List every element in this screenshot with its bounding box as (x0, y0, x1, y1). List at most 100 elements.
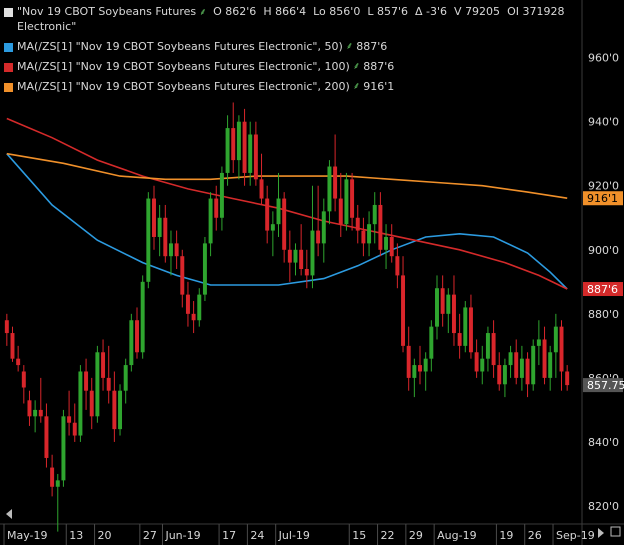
candle-body (152, 198, 156, 237)
candle-body (4, 320, 9, 334)
candle-body (276, 198, 281, 225)
candle-body (531, 345, 536, 385)
candle-body (406, 345, 411, 378)
candle-body (72, 422, 77, 436)
x-tick-label: 17 (222, 529, 236, 542)
y-tick-label: 820'0 (588, 500, 619, 513)
price-tag-label: 887'6 (587, 283, 618, 296)
candle-body (553, 326, 558, 353)
x-tick-label: Aug-19 (437, 529, 476, 542)
legend-main-text[interactable]: "Nov 19 CBOT Soybeans Futures ⸙ O 862'6 H… (17, 5, 564, 34)
candle-body (316, 230, 321, 244)
candle-body (299, 249, 304, 270)
legend-low: 856'0 (329, 5, 361, 18)
legend-volume: 79205 (465, 5, 501, 18)
legend-volume-label: V (454, 5, 462, 18)
expand-icon[interactable] (610, 526, 621, 537)
candle-body (548, 352, 553, 378)
scroll-left-icon[interactable] (6, 509, 12, 519)
candle-body (344, 179, 349, 225)
legend-last-label: L (367, 5, 374, 18)
candle-body (168, 243, 173, 257)
ma-line (6, 117, 568, 290)
legend-ma-row-1[interactable]: MA(/ZS[1] "Nov 19 CBOT Soybeans Futures … (4, 37, 564, 57)
candle-body (248, 134, 253, 173)
candle-body (67, 416, 72, 423)
legend-last: 857'6 (376, 5, 408, 18)
candle-body (253, 134, 258, 180)
candle-body (446, 294, 451, 314)
candle-body (304, 269, 309, 276)
wrench-icon[interactable]: ⸙ (345, 41, 354, 52)
x-tick-label: Sep-19 (556, 529, 595, 542)
candle-body (123, 365, 128, 391)
candle-body (468, 307, 473, 353)
candle-body (33, 409, 38, 417)
legend-main-row: "Nov 19 CBOT Soybeans Futures ⸙ O 862'6 H… (4, 5, 564, 34)
wrench-icon[interactable]: ⸙ (352, 61, 361, 72)
wrench-icon[interactable]: ⸙ (352, 81, 361, 92)
candle-body (384, 236, 389, 250)
legend-ma-value: 887'6 (356, 40, 388, 53)
x-tick-label: 15 (352, 529, 366, 542)
candle-body (451, 294, 456, 334)
price-tag-label: 857.75 (587, 379, 624, 392)
candle-body (44, 416, 49, 458)
candle-body (565, 371, 570, 386)
x-tick-label: 20 (98, 529, 112, 542)
legend-change-label: Δ (415, 5, 423, 18)
candle-body (16, 358, 21, 366)
candle-body (78, 371, 83, 436)
y-tick-label: 920'0 (588, 180, 619, 193)
candle-body (418, 365, 422, 372)
legend-ma-swatch (4, 62, 13, 72)
candle-body (372, 204, 377, 225)
legend-ma-row-3[interactable]: MA(/ZS[1] "Nov 19 CBOT Soybeans Futures … (4, 77, 564, 97)
candle-body (350, 179, 355, 218)
candle-body (265, 198, 270, 231)
candle-body (231, 128, 236, 161)
candle-body (401, 275, 406, 346)
legend-open-label: O (213, 5, 222, 18)
candle-body (112, 390, 117, 430)
candle-body (174, 243, 179, 257)
candle-body (27, 400, 32, 417)
legend-oi: 371928 (522, 5, 565, 18)
candle-body (61, 416, 66, 481)
candle-body (474, 352, 479, 372)
candle-body (480, 358, 485, 372)
x-tick-label: 27 (143, 529, 157, 542)
candle-body (180, 256, 185, 295)
candle-body (106, 377, 111, 391)
x-tick-label: Jul-19 (278, 529, 310, 542)
legend-oi-label: OI (507, 5, 519, 18)
legend-ma-value: 887'6 (363, 60, 395, 73)
candle-body (101, 352, 106, 378)
y-tick-label: 840'0 (588, 436, 619, 449)
y-tick-label: 900'0 (588, 244, 619, 257)
legend-ma-row-2[interactable]: MA(/ZS[1] "Nov 19 CBOT Soybeans Futures … (4, 57, 564, 77)
candle-body (214, 198, 219, 218)
candle-body (361, 230, 366, 244)
candle-body (84, 371, 89, 391)
legend-ma-label: MA(/ZS[1] "Nov 19 CBOT Soybeans Futures … (17, 40, 343, 53)
candle-body (559, 326, 564, 372)
candle-body (293, 249, 298, 263)
chart-legend: "Nov 19 CBOT Soybeans Futures ⸙ O 862'6 H… (4, 5, 564, 97)
x-tick-label: 24 (250, 529, 264, 542)
x-tick-label: 26 (528, 529, 542, 542)
legend-symbol-cont: Electronic" (17, 20, 77, 33)
wrench-icon[interactable]: ⸙ (199, 7, 207, 18)
legend-main-swatch (4, 8, 13, 17)
candle-body (378, 204, 383, 250)
candle-body (457, 333, 462, 346)
candle-body (463, 307, 468, 346)
candle-body (536, 339, 541, 346)
legend-ma-rows: MA(/ZS[1] "Nov 19 CBOT Soybeans Futures … (4, 37, 564, 97)
legend-ma-label: MA(/ZS[1] "Nov 19 CBOT Soybeans Futures … (17, 80, 350, 93)
price-tag (583, 191, 623, 206)
scroll-right-icon[interactable] (598, 528, 604, 538)
candle-body (327, 166, 332, 212)
candle-body (10, 333, 15, 359)
